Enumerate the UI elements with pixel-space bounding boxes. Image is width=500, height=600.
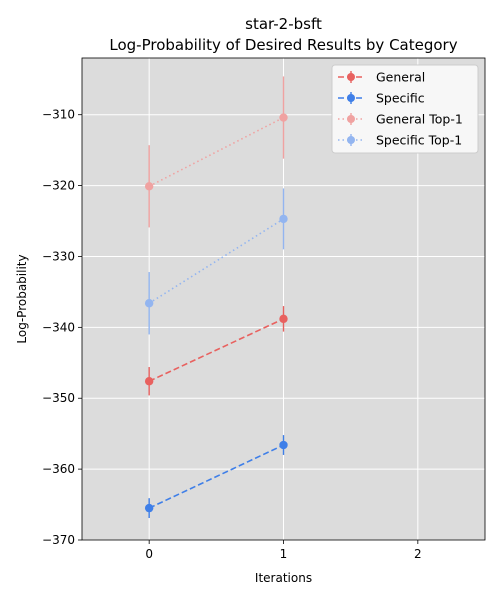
legend: General Specific General Top-1 Specific Top… xyxy=(331,64,479,154)
legend-label: Specific Top-1 xyxy=(376,133,462,148)
axes: 0 1 2 −370 −360 −350 −340 −330 −320 −310 xyxy=(42,57,486,561)
data-marks xyxy=(144,76,288,519)
y-tick-label: −320 xyxy=(42,179,75,193)
y-tick-label: −350 xyxy=(42,391,75,405)
y-axis-label: Log-Probability xyxy=(15,254,29,343)
chart-title: star-2-bsft xyxy=(245,15,322,33)
chart-subtitle: Log-Probability of Desired Results by Ca… xyxy=(109,36,457,54)
data-point xyxy=(144,503,154,513)
legend-marker xyxy=(347,73,355,81)
x-tick-label: 1 xyxy=(280,547,288,561)
y-tick-label: −310 xyxy=(42,108,75,122)
y-tick-label: −360 xyxy=(42,462,75,476)
data-point xyxy=(144,377,154,386)
legend-marker xyxy=(347,136,355,144)
data-point xyxy=(144,182,154,191)
x-tick-label: 0 xyxy=(145,547,153,561)
x-axis-label: Iterations xyxy=(255,571,312,585)
data-point xyxy=(279,314,288,324)
data-point xyxy=(279,113,288,122)
y-tick-label: −330 xyxy=(42,249,75,263)
legend-label: General xyxy=(376,70,425,85)
y-tick-label: −340 xyxy=(42,320,75,334)
legend-label: Specific xyxy=(376,91,425,106)
legend-marker xyxy=(347,94,355,102)
data-point xyxy=(279,440,288,450)
x-tick-label: 2 xyxy=(414,547,422,561)
legend-box xyxy=(331,64,479,154)
y-tick-label: −370 xyxy=(42,533,75,547)
data-point xyxy=(144,299,154,308)
series-line xyxy=(148,318,284,382)
series-line xyxy=(148,444,284,509)
data-point xyxy=(279,214,288,224)
legend-marker xyxy=(347,115,355,123)
legend-label: General Top-1 xyxy=(376,112,463,127)
